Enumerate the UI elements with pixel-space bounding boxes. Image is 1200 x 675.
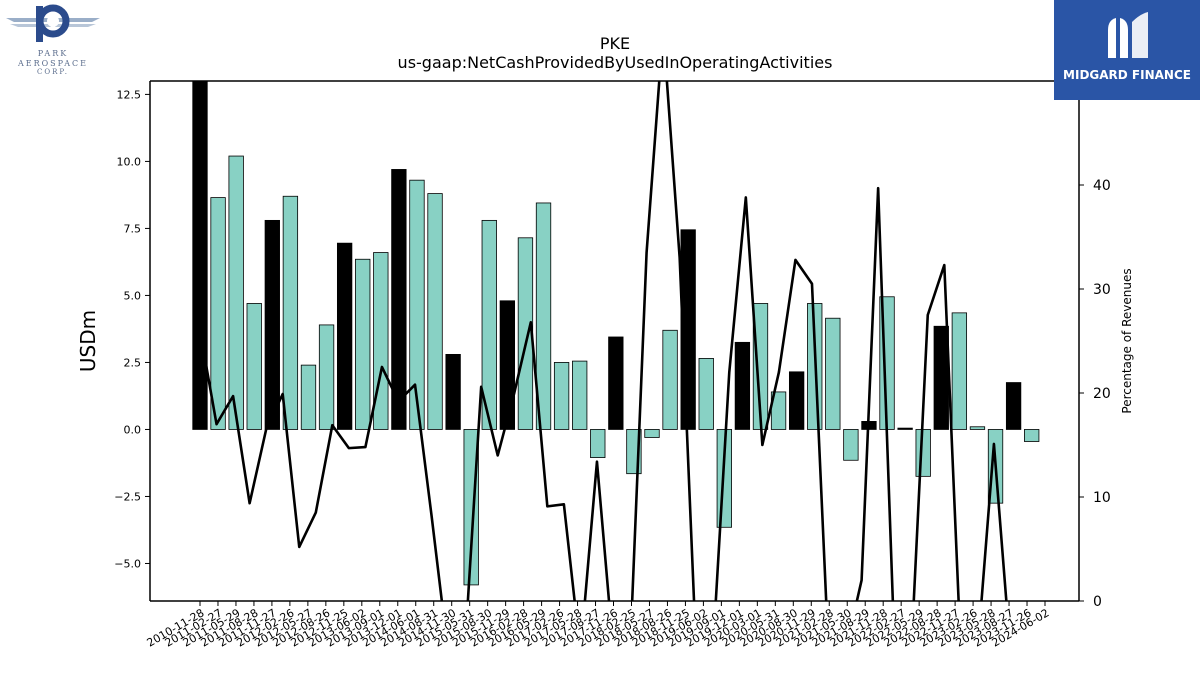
y2-axis-label: Percentage of Revenues bbox=[1120, 268, 1134, 413]
bar bbox=[246, 303, 262, 430]
chart-title: PKE bbox=[600, 34, 630, 53]
bar bbox=[228, 155, 244, 430]
line-group bbox=[198, 81, 1008, 601]
percentage-line bbox=[198, 81, 1008, 601]
park-aerospace-logo: PARK AEROSPACE CORP. bbox=[4, 4, 102, 76]
bar bbox=[897, 427, 913, 430]
bar bbox=[481, 219, 497, 430]
park-logo-line3: CORP. bbox=[37, 68, 69, 76]
bar bbox=[391, 169, 407, 430]
bar bbox=[951, 312, 968, 430]
midgard-logo-text: MIDGARD FINANCE bbox=[1063, 68, 1191, 82]
y2-tick-label: 0 bbox=[1093, 594, 1102, 610]
bar bbox=[698, 358, 714, 430]
bar bbox=[282, 195, 299, 430]
y-tick-label: 12.5 bbox=[117, 88, 142, 101]
y2-tick-label: 40 bbox=[1093, 178, 1111, 194]
bar bbox=[843, 429, 859, 461]
bars-group bbox=[192, 81, 1040, 586]
y2-tick-label: 30 bbox=[1093, 282, 1111, 298]
bar bbox=[264, 219, 280, 430]
chart-subtitle: us-gaap:NetCashProvidedByUsedInOperating… bbox=[398, 53, 833, 72]
bar bbox=[535, 202, 552, 430]
bar bbox=[734, 341, 751, 430]
bar bbox=[572, 360, 588, 430]
y-tick-label: −5.0 bbox=[114, 557, 141, 570]
y-tick-label: 10.0 bbox=[117, 155, 142, 168]
y-tick-label: −2.5 bbox=[114, 490, 141, 503]
bar bbox=[590, 429, 606, 458]
midgard-finance-logo: MIDGARD FINANCE bbox=[1054, 0, 1200, 100]
y-tick-label: 0.0 bbox=[124, 423, 142, 436]
bar bbox=[445, 353, 461, 430]
park-emblem-icon bbox=[6, 4, 100, 42]
axes-group: −5.0−2.50.02.55.07.510.012.5010203040502… bbox=[114, 74, 1111, 650]
bar bbox=[915, 429, 931, 477]
y-tick-label: 2.5 bbox=[124, 356, 142, 369]
bar bbox=[499, 300, 516, 430]
y-axis-label: USDm bbox=[76, 310, 100, 372]
bar bbox=[644, 429, 660, 438]
y2-tick-label: 10 bbox=[1093, 490, 1111, 506]
bar bbox=[608, 336, 624, 430]
bar bbox=[355, 258, 371, 430]
bar bbox=[553, 362, 570, 430]
bar bbox=[192, 81, 208, 430]
park-logo-line2: AEROSPACE bbox=[17, 59, 89, 68]
bar bbox=[336, 242, 353, 430]
bar bbox=[825, 317, 841, 430]
bar bbox=[300, 364, 317, 430]
bar bbox=[969, 426, 986, 430]
bar bbox=[409, 179, 425, 430]
y-tick-label: 7.5 bbox=[124, 222, 142, 235]
bar bbox=[1024, 429, 1040, 442]
bar bbox=[1005, 382, 1022, 430]
midgard-emblem-icon bbox=[1108, 12, 1148, 58]
park-logo-name: PARK bbox=[37, 49, 69, 58]
bar bbox=[427, 193, 443, 430]
bar bbox=[318, 324, 335, 430]
bar bbox=[210, 197, 226, 430]
y2-tick-label: 20 bbox=[1093, 386, 1111, 402]
bar bbox=[788, 371, 805, 430]
bar bbox=[662, 329, 678, 430]
y-tick-label: 5.0 bbox=[124, 289, 142, 302]
